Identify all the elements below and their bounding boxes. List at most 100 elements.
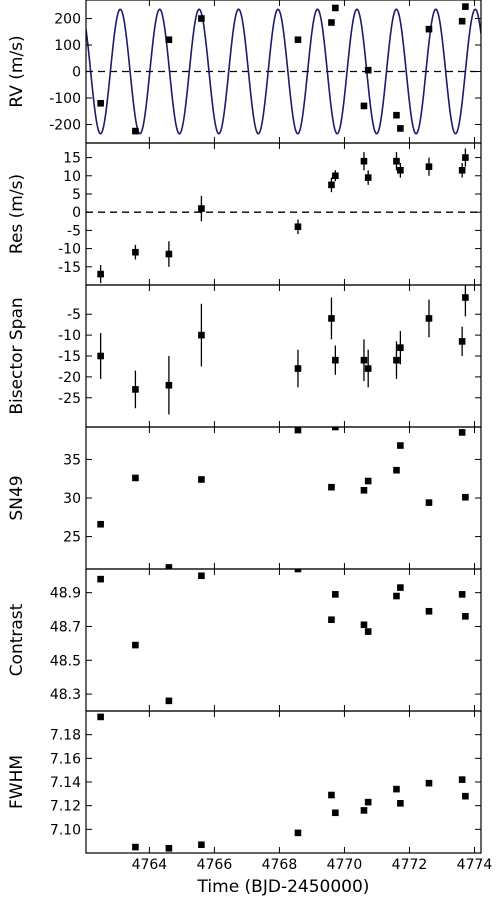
data-point <box>462 3 469 10</box>
y-tick-label: 35 <box>63 452 81 468</box>
data-point <box>364 66 372 74</box>
data-point <box>332 591 339 598</box>
data-point <box>165 844 173 852</box>
panel-0: -200 -100 0 100 200 RV (m/s) <box>7 0 482 144</box>
data-point <box>165 564 173 569</box>
axes-frame <box>85 426 482 570</box>
data-point <box>332 427 339 431</box>
data-point <box>132 843 139 851</box>
data-point <box>132 386 139 393</box>
data-point <box>198 205 205 212</box>
data-point <box>458 776 466 783</box>
axes-frame <box>85 142 482 286</box>
data-point <box>294 569 302 573</box>
data-point <box>397 125 404 132</box>
y-tick-label: 7.12 <box>50 799 81 815</box>
data-point <box>328 19 335 26</box>
data-point <box>425 25 433 33</box>
data-point <box>97 270 104 278</box>
data-point <box>165 250 173 258</box>
data-point <box>132 127 139 135</box>
y-tick-label: -100 <box>49 91 81 107</box>
y-tick-label: -5 <box>67 223 81 239</box>
y-tick-label: -200 <box>49 117 81 133</box>
data-point <box>132 474 139 482</box>
data-point <box>364 174 372 181</box>
y-tick-label: 48.9 <box>50 586 81 602</box>
axes-frame <box>85 568 482 712</box>
data-point <box>332 4 339 12</box>
data-point <box>328 483 335 491</box>
data-point <box>294 829 302 837</box>
data-point <box>458 167 466 174</box>
data-point <box>294 365 302 372</box>
data-point <box>425 607 433 615</box>
data-point <box>198 476 205 483</box>
y-axis-label: SN49 <box>7 475 27 520</box>
data-point <box>360 157 368 165</box>
plot-area <box>86 148 481 284</box>
data-point <box>397 584 404 591</box>
y-tick-label: -15 <box>58 349 81 365</box>
data-point <box>198 15 205 22</box>
data-point <box>462 613 469 620</box>
plot-area <box>97 569 469 705</box>
y-tick-label: -5 <box>67 307 81 323</box>
data-point <box>132 248 139 256</box>
y-axis-label: Bisector Span <box>7 297 27 414</box>
data-point <box>462 792 469 800</box>
panel-2: -25 -20 -15 -10 -5 Bisector Span <box>7 284 482 428</box>
data-point <box>458 338 466 345</box>
y-axis-label: Contrast <box>7 603 27 676</box>
y-tick-label: 48.7 <box>50 619 81 635</box>
data-point <box>393 356 400 364</box>
data-point <box>393 157 400 165</box>
data-point <box>425 779 433 787</box>
x-tick-label: 4772 <box>392 857 428 873</box>
data-point <box>462 493 469 501</box>
y-tick-label: 0 <box>72 205 81 221</box>
axes-frame <box>85 284 482 428</box>
data-point <box>397 344 404 351</box>
data-point <box>165 697 173 705</box>
y-tick-label: -10 <box>58 242 81 258</box>
x-axis-label: Time (BJD-2450000) <box>197 877 370 897</box>
y-tick-label: 30 <box>63 491 81 507</box>
y-tick-label: 15 <box>63 151 81 167</box>
data-point <box>294 36 302 44</box>
x-tick-label: 4768 <box>262 857 298 873</box>
data-point <box>332 809 339 817</box>
plot-area <box>97 427 469 569</box>
panel-4: 48.3 48.5 48.7 48.9 Contrast <box>7 568 482 712</box>
data-point <box>294 427 302 434</box>
data-point <box>328 791 335 799</box>
data-point <box>397 442 404 449</box>
x-tick-label: 4774 <box>457 857 493 873</box>
data-point <box>364 628 372 635</box>
data-point <box>198 331 205 339</box>
x-tick-label: 4766 <box>197 857 233 873</box>
y-tick-label: 48.3 <box>50 687 81 703</box>
data-point <box>198 841 205 849</box>
y-tick-label: 7.10 <box>50 822 81 838</box>
data-point <box>397 800 404 807</box>
data-point <box>97 713 104 721</box>
y-tick-label: 5 <box>72 187 81 203</box>
y-axis-label: FWHM <box>7 755 27 809</box>
data-point <box>462 294 469 301</box>
y-tick-label: 10 <box>63 169 81 185</box>
data-point <box>198 572 205 580</box>
data-point <box>364 365 372 372</box>
data-point <box>425 163 433 170</box>
data-point <box>458 591 466 598</box>
panel-1: -15 -10 -5 0 5 10 15 Res (m/s) <box>7 142 482 286</box>
data-point <box>360 102 368 110</box>
data-point <box>425 315 433 322</box>
data-point <box>360 807 368 814</box>
y-tick-label: 48.5 <box>50 653 81 669</box>
data-point <box>328 616 335 624</box>
data-point <box>393 592 400 600</box>
data-point <box>360 356 368 364</box>
data-point <box>364 477 372 485</box>
